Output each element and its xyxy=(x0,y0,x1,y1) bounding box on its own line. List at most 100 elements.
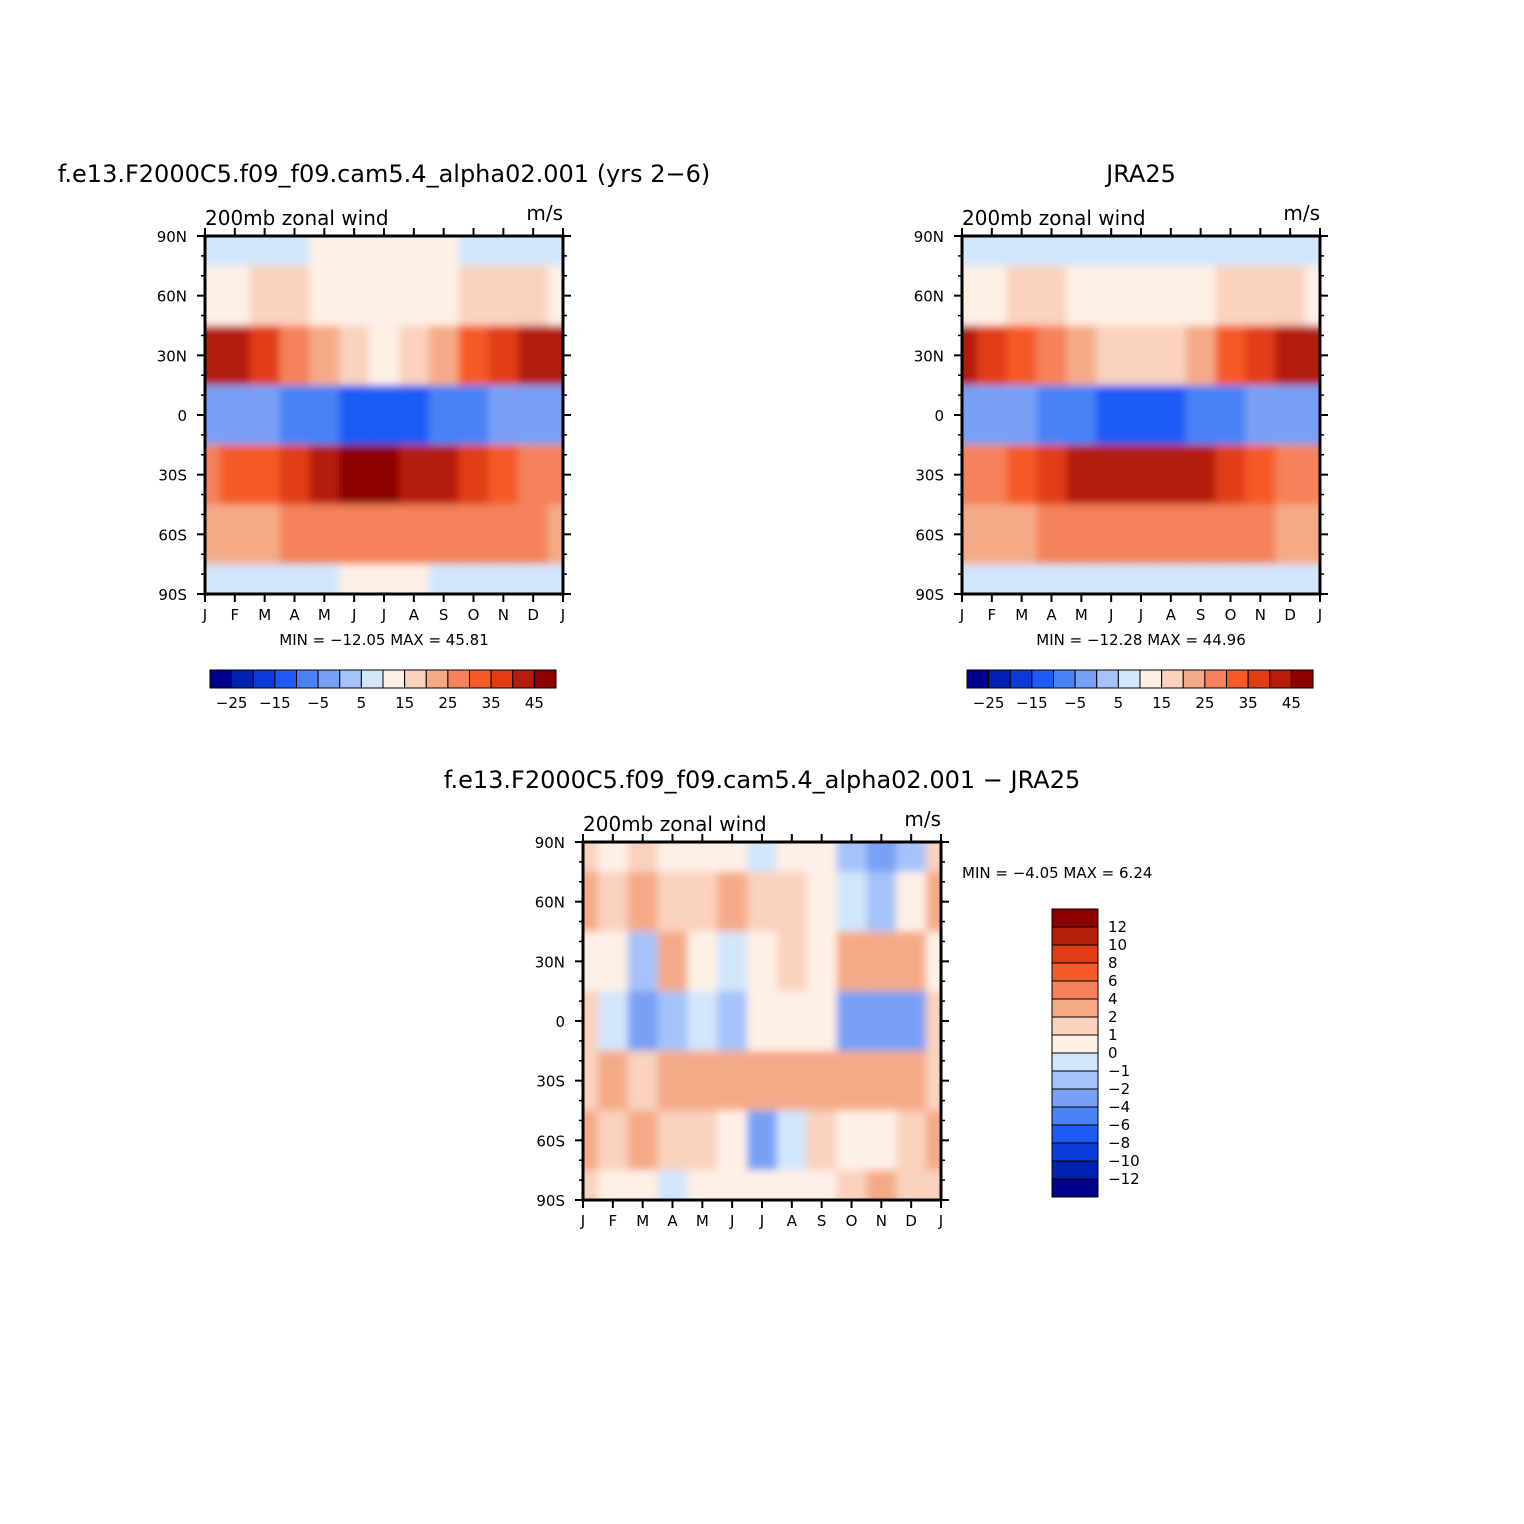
heatmap-cell xyxy=(369,504,400,566)
x-tick-label: M xyxy=(636,1212,649,1230)
heatmap-cell xyxy=(806,1050,838,1112)
heatmap-cell xyxy=(657,842,689,873)
heatmap-cell xyxy=(458,444,490,506)
heatmap-cell xyxy=(976,236,1008,267)
heatmap-cell xyxy=(398,385,430,446)
heatmap-cell xyxy=(597,842,629,873)
y-tick-label: 90N xyxy=(914,228,944,246)
x-tick-label: M xyxy=(1015,606,1028,624)
colorbar-swatch xyxy=(1051,1178,1099,1198)
y-tick-label: 0 xyxy=(934,407,944,425)
x-tick-label: A xyxy=(667,1212,678,1230)
x-tick-label: S xyxy=(817,1212,827,1230)
heatmap-cell xyxy=(597,1170,629,1200)
colorbar-swatch xyxy=(1269,669,1292,689)
colorbar-swatch xyxy=(1117,669,1141,689)
heatmap-cell xyxy=(806,871,838,933)
heatmap-cell xyxy=(836,1050,868,1112)
heatmap-cell xyxy=(926,1050,941,1112)
heatmap-cell xyxy=(1096,236,1128,267)
heatmap-cell xyxy=(1245,236,1277,267)
x-tick-label: J xyxy=(580,1212,585,1230)
heatmap-cell xyxy=(309,564,341,594)
colorbar-label: 25 xyxy=(438,694,457,712)
x-tick-label: M xyxy=(696,1212,709,1230)
heatmap-cell xyxy=(1275,564,1307,594)
heatmap-cell xyxy=(428,236,460,267)
colorbar-label: −4 xyxy=(1108,1098,1130,1116)
y-tick-label: 60S xyxy=(158,526,187,544)
heatmap-cell xyxy=(1275,265,1307,327)
colorbar-swatch xyxy=(209,669,233,689)
colorbar-swatch xyxy=(1051,944,1099,964)
heatmap-cells xyxy=(962,236,1320,594)
heatmap-cell xyxy=(1275,385,1307,446)
heatmap-cell xyxy=(1006,325,1038,387)
colorbar-label: −1 xyxy=(1108,1062,1130,1080)
heatmap-cell xyxy=(249,236,281,267)
colorbar-swatch xyxy=(425,669,449,689)
heatmap-cell xyxy=(548,236,563,267)
heatmap-cell xyxy=(369,265,400,327)
colorbar-swatch xyxy=(1290,669,1314,689)
colorbar: −25 −15 −5 5 15 25 35 45 xyxy=(966,669,1314,712)
heatmap-cell xyxy=(369,236,400,267)
x-tick-label: N xyxy=(876,1212,887,1230)
heatmap-cell xyxy=(962,385,978,446)
heatmap-cell xyxy=(687,991,719,1052)
heatmap-cell xyxy=(687,871,719,933)
colorbar-label: −2 xyxy=(1108,1080,1130,1098)
colorbar-swatch xyxy=(533,669,557,689)
heatmap-cell xyxy=(687,931,719,993)
heatmap-cell xyxy=(219,265,251,327)
heatmap-cell xyxy=(1245,385,1277,446)
colorbar-label: −12 xyxy=(1108,1170,1140,1188)
heatmap-cell xyxy=(1066,265,1098,327)
heatmap-cell xyxy=(1215,325,1247,387)
heatmap-cell xyxy=(1305,564,1320,594)
colorbar-swatch xyxy=(1051,1142,1099,1162)
colorbar-swatch xyxy=(988,669,1011,689)
heatmap-cell xyxy=(1096,385,1128,446)
heatmap-cell xyxy=(1215,236,1247,267)
heatmap-cell xyxy=(866,1170,898,1200)
colorbar-swatch xyxy=(512,669,535,689)
x-tick-label: D xyxy=(1284,606,1296,624)
colorbar-label: 25 xyxy=(1195,694,1214,712)
colorbar-label: 8 xyxy=(1108,954,1118,972)
heatmap-cell xyxy=(1066,444,1098,506)
heatmap-cell xyxy=(747,871,778,933)
heatmap-cell xyxy=(866,1050,898,1112)
heatmap-cell xyxy=(597,991,629,1052)
heatmap-cell xyxy=(458,564,490,594)
heatmap-cell xyxy=(1006,265,1038,327)
heatmap-cell xyxy=(548,444,563,506)
heatmap-cell xyxy=(1036,564,1068,594)
heatmap-cell xyxy=(1305,444,1320,506)
heatmap-cell xyxy=(309,325,341,387)
colorbar-label: 12 xyxy=(1108,918,1127,936)
x-tick-label: J xyxy=(351,606,356,624)
heatmap-cell xyxy=(1185,564,1217,594)
colorbar-swatch xyxy=(1051,962,1099,982)
heatmap-cell xyxy=(1096,564,1128,594)
heatmap-cell xyxy=(1006,564,1038,594)
colorbar-swatch xyxy=(1074,669,1098,689)
variable-label: 200mb zonal wind xyxy=(583,812,767,836)
heatmap-cell xyxy=(583,931,599,993)
colorbar-swatch xyxy=(1051,1106,1099,1126)
colorbar-swatch xyxy=(317,669,341,689)
panel-title: JRA25 xyxy=(1104,160,1176,188)
heatmap-cell xyxy=(776,1050,808,1112)
heatmap-cell xyxy=(747,1050,778,1112)
heatmap-cell xyxy=(249,564,281,594)
heatmap-cell xyxy=(309,444,341,506)
heatmap-cell xyxy=(1305,504,1320,566)
heatmap-cell xyxy=(205,325,221,387)
heatmap-cell xyxy=(866,871,898,933)
heatmap-cell xyxy=(976,444,1008,506)
heatmap-cell xyxy=(1155,236,1187,267)
heatmap-cell xyxy=(428,385,460,446)
